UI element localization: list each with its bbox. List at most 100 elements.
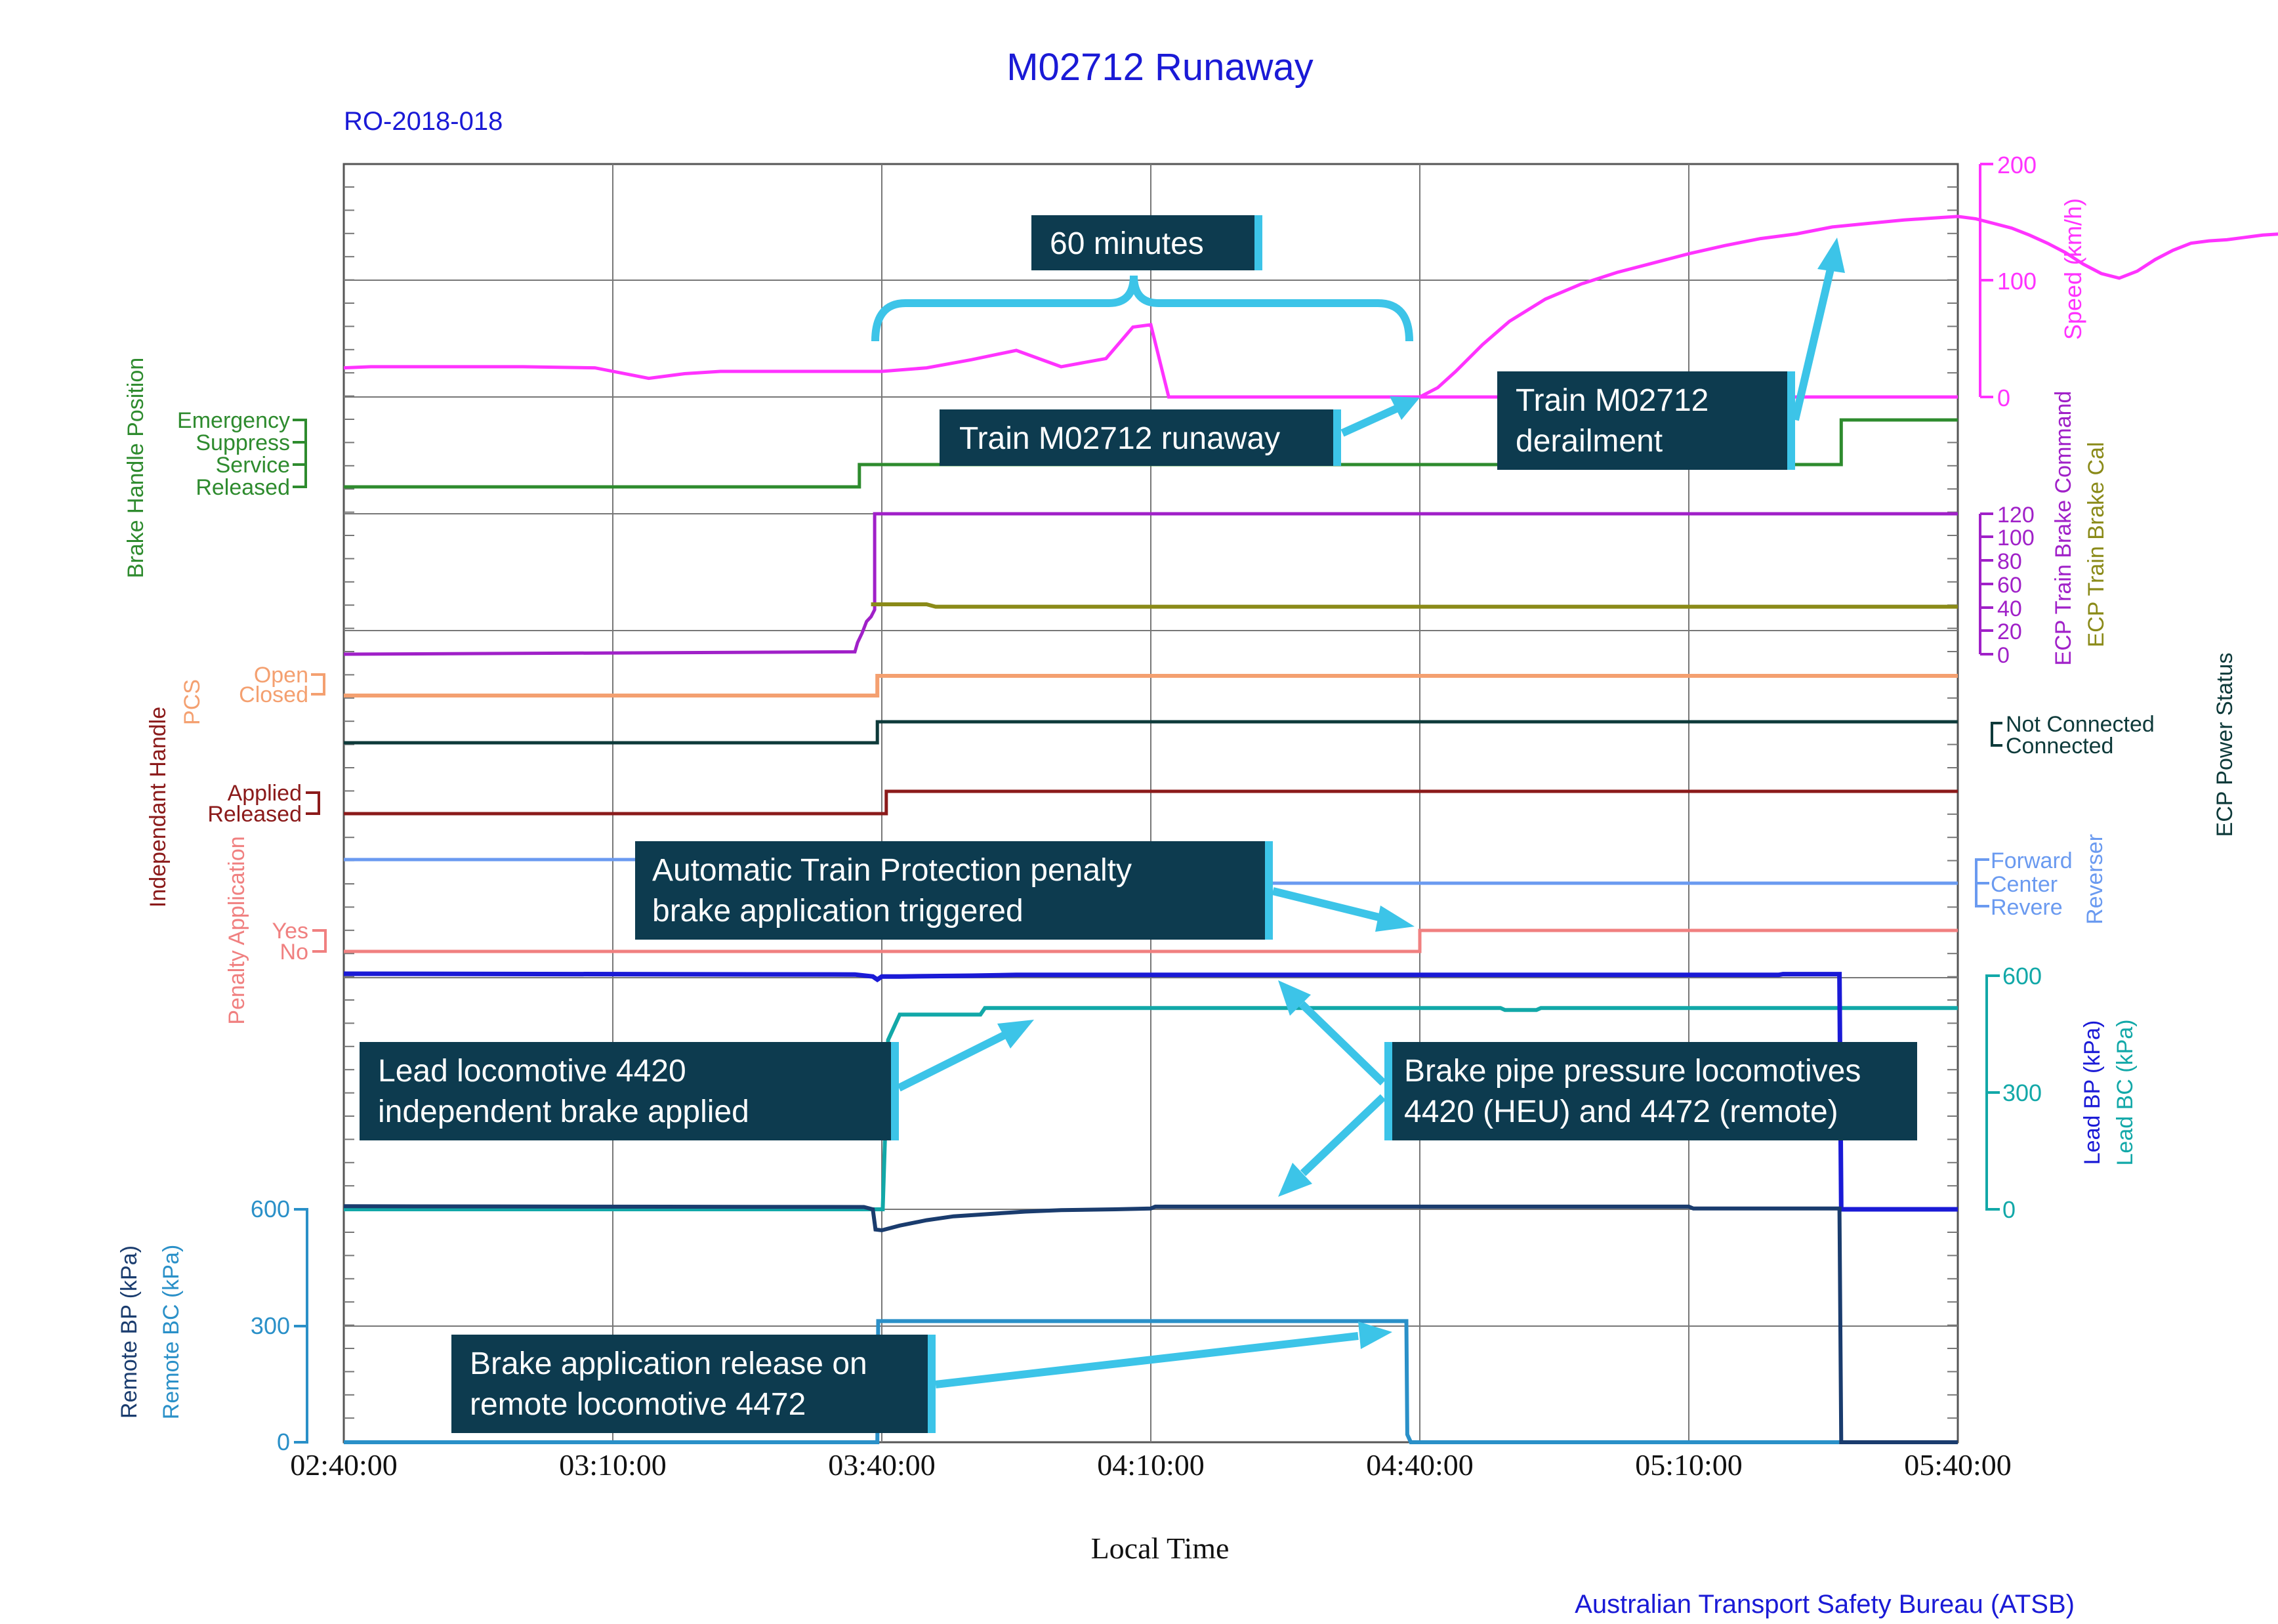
credit: Australian Transport Safety Bureau (ATSB… xyxy=(1575,1590,2075,1619)
callout-arrow xyxy=(935,1332,1359,1388)
callout-box xyxy=(451,1335,929,1433)
ecp-tick: 40 xyxy=(1997,596,2022,621)
callout-arrowhead xyxy=(1375,906,1415,932)
callout-text: 60 minutes xyxy=(1050,226,1204,261)
remote-axis: 600 300 0 Remote BP (kPa) Remote BC (kPa… xyxy=(117,1196,308,1455)
callout-accent xyxy=(928,1335,936,1433)
ecp-tick: 60 xyxy=(1997,573,2022,598)
pcs-axis: Open Closed PCS xyxy=(180,663,325,725)
pcs-axis-label: PCS xyxy=(180,679,205,725)
speed-tick: 100 xyxy=(1997,268,2037,295)
lead-bp-line xyxy=(343,971,1958,1212)
pcs-line xyxy=(344,674,1958,697)
speed-tick: 0 xyxy=(1997,385,2010,411)
lead-tick: 0 xyxy=(2002,1196,2016,1223)
callout-arrow xyxy=(1298,1001,1386,1086)
x-tick-label: 03:40:00 xyxy=(828,1448,936,1482)
callout-text: brake application triggered xyxy=(652,894,1024,928)
ecp-tick: 80 xyxy=(1997,549,2022,574)
remote-tick: 600 xyxy=(251,1196,290,1222)
chart-title: M02712 Runaway xyxy=(1006,46,1314,89)
callout-arrowhead xyxy=(1278,1163,1312,1197)
independent-state: Applied xyxy=(228,781,302,806)
remote-tick: 0 xyxy=(277,1428,290,1455)
series-group xyxy=(343,215,2278,1444)
remote-bp-line xyxy=(343,1204,1958,1444)
brake-handle-line xyxy=(344,418,1958,489)
penalty-state: Yes xyxy=(272,919,308,944)
ecp-power-line xyxy=(344,720,1958,745)
callout-accent xyxy=(1254,215,1262,270)
callout-text: independent brake applied xyxy=(378,1094,749,1129)
callout-arrow xyxy=(897,1031,1006,1092)
x-axis: 02:40:00 03:10:00 03:40:00 04:10:00 04:4… xyxy=(290,1448,2012,1565)
callout-box xyxy=(1497,371,1789,470)
callout-accent xyxy=(891,1042,899,1140)
callout-arrowhead xyxy=(997,1020,1034,1049)
handle-state: Suppress xyxy=(196,430,290,455)
plot-grid xyxy=(342,163,1959,1444)
lead-tick: 300 xyxy=(2002,1079,2042,1106)
reverser-state: Forward xyxy=(1991,848,2073,873)
callout-accent xyxy=(1384,1042,1392,1140)
ecp-power-axis-label: ECP Power Status xyxy=(2212,653,2237,837)
callout-text: Automatic Train Protection penalty xyxy=(652,853,1132,888)
penalty-state: No xyxy=(280,940,308,965)
callout-box xyxy=(635,841,1266,940)
callout-box xyxy=(940,409,1335,466)
callout-arrowhead xyxy=(1278,980,1311,1016)
handle-state: Released xyxy=(196,475,290,500)
callout-box xyxy=(1031,215,1256,270)
callout-arrow xyxy=(1791,268,1834,421)
ecp-tick: 100 xyxy=(1997,526,2035,551)
speed-axis: 200 100 0 Speed (km/h) xyxy=(1979,152,2086,411)
ecp-brake-cal-line xyxy=(871,602,1958,609)
callout-accent xyxy=(1333,409,1341,466)
reverser-axis: Forward Center Revere Reverser xyxy=(1975,834,2107,925)
penalty-line xyxy=(344,928,1958,953)
callout-arrow xyxy=(1272,887,1386,923)
penalty-axis-label: Penalty Application xyxy=(224,836,249,1024)
lead-tick: 600 xyxy=(2002,963,2042,989)
callout-arrowhead xyxy=(1358,1322,1392,1349)
ecp-tick: 120 xyxy=(1997,503,2035,528)
independent-state: Released xyxy=(207,802,302,827)
speed-tick: 200 xyxy=(1997,152,2037,178)
x-axis-label: Local Time xyxy=(1091,1531,1230,1565)
callout-accent xyxy=(1787,371,1795,470)
callout-arrowhead xyxy=(1390,396,1420,420)
brake-handle-axis: Emergency Suppress Service Released Brak… xyxy=(123,358,307,578)
ecp-tick: 0 xyxy=(1997,643,2010,668)
remote-tick: 300 xyxy=(251,1312,290,1339)
ecp-command-axis-label: ECP Train Brake Command xyxy=(2051,391,2076,666)
speed-axis-label: Speed (km/h) xyxy=(2060,198,2086,340)
lead-bc-line xyxy=(344,1006,1958,1211)
handle-state: Emergency xyxy=(177,408,290,433)
x-tick-label: 04:10:00 xyxy=(1097,1448,1205,1482)
callout-text: Brake pipe pressure locomotives xyxy=(1404,1054,1861,1089)
sixty-minutes-brace xyxy=(871,275,1413,342)
remote-bc-axis-label: Remote BC (kPa) xyxy=(159,1245,184,1419)
lead-bp-axis-label: Lead BP (kPa) xyxy=(2080,1020,2105,1165)
brake-handle-axis-label: Brake Handle Position xyxy=(123,358,148,578)
callout-arrow xyxy=(1300,1094,1386,1176)
reverser-axis-label: Reverser xyxy=(2082,834,2107,925)
lead-bc-axis-label: Lead BC (kPa) xyxy=(2113,1020,2138,1166)
power-state: Not Connected xyxy=(2006,712,2155,737)
ecp-power-axis: Not Connected Connected ECP Power Status xyxy=(1991,653,2237,837)
penalty-axis: Yes No Penalty Application xyxy=(224,836,327,1025)
ecp-cal-axis-label: ECP Train Brake Cal xyxy=(2084,442,2109,647)
ecp-brake-axis: 120 100 80 60 40 20 0 ECP Train Brake Co… xyxy=(1979,391,2109,668)
x-tick-label: 05:40:00 xyxy=(1904,1448,2012,1482)
remote-bc-line xyxy=(344,1319,1958,1444)
callout-text: Lead locomotive 4420 xyxy=(378,1054,686,1089)
ecp-tick: 20 xyxy=(1997,619,2022,644)
reverser-state: Revere xyxy=(1991,895,2063,920)
callout-text: Brake application release on xyxy=(470,1346,867,1381)
callouts: 60 minutes Train M02712 runaway Train M0… xyxy=(360,215,1917,1433)
reverser-state: Center xyxy=(1991,872,2058,897)
x-tick-label: 05:10:00 xyxy=(1635,1448,1743,1482)
callout-text: remote locomotive 4472 xyxy=(470,1387,806,1422)
independent-axis-label: Independant Handle xyxy=(146,707,171,907)
